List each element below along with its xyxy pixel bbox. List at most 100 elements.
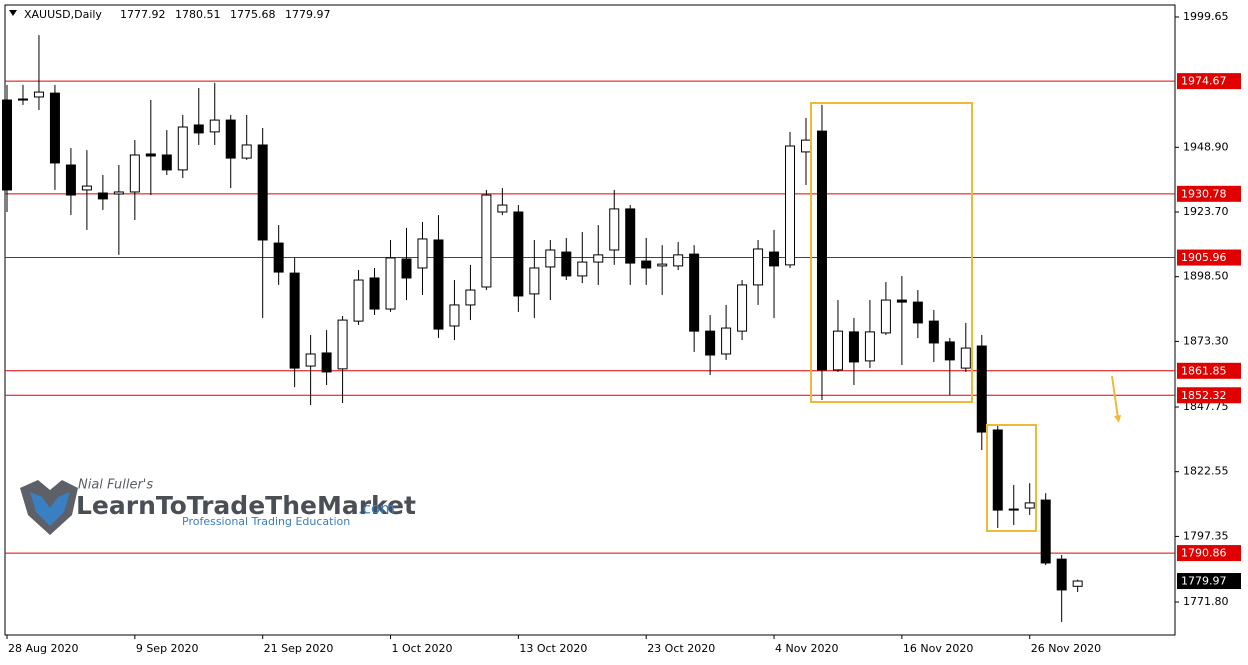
candle-body (769, 251, 780, 267)
price-label-bg (1177, 573, 1241, 590)
plot-frame (4, 4, 1176, 636)
symbol-label: XAUUSD,Daily (24, 8, 102, 21)
candle-body (513, 211, 524, 297)
candle-body (880, 299, 891, 334)
candle-body (129, 154, 140, 193)
candle-body (369, 277, 380, 310)
candle-body (465, 289, 476, 306)
x-tick-label: 4 Nov 2020 (775, 642, 838, 655)
candle-body (1024, 502, 1035, 509)
header-open: 1777.92 (120, 8, 166, 21)
candle-body (209, 119, 220, 133)
candle-body (832, 330, 843, 371)
x-tick-label: 21 Sep 2020 (264, 642, 334, 655)
y-tick-label: 1873.30 (1183, 334, 1229, 347)
candle-body (321, 352, 332, 373)
candle-body (593, 254, 604, 263)
candle-body (257, 144, 268, 241)
candle-body (641, 260, 652, 269)
candle-body (1040, 499, 1051, 564)
highlight-box (810, 102, 973, 403)
y-tick-label: 1999.65 (1183, 10, 1229, 23)
candle-body (785, 145, 796, 266)
candle-body (545, 249, 556, 268)
candle-body (944, 341, 955, 361)
candle-body (529, 267, 540, 295)
level-label: 1974.67 (1181, 75, 1227, 88)
level-label: 1852.32 (1181, 389, 1227, 402)
candle-body (864, 331, 875, 362)
candle-body (737, 284, 748, 332)
candle-body (753, 248, 764, 286)
x-tick-label: 16 Nov 2020 (903, 642, 973, 655)
candle-body (1072, 580, 1083, 587)
arrow-shaft (1111, 375, 1119, 419)
candle-body (193, 124, 204, 134)
x-tick-label: 26 Nov 2020 (1031, 642, 1101, 655)
x-tick-label: 1 Oct 2020 (392, 642, 453, 655)
candle-body (113, 191, 124, 195)
level-label-bg (1177, 545, 1241, 562)
level-label-bg (1177, 185, 1241, 202)
header-high: 1780.51 (175, 8, 221, 21)
level-label: 1861.85 (1181, 364, 1227, 377)
watermark: Nial Fuller's LearnToTradeTheMarket .com… (20, 478, 416, 535)
level-label-bg (1177, 362, 1241, 379)
logo-bull (30, 492, 70, 526)
candle-body (145, 153, 156, 157)
candle-body (241, 144, 252, 159)
candle-body (2, 99, 12, 191)
candle-body (385, 257, 396, 310)
candle-body (401, 258, 412, 279)
candle-body (609, 208, 620, 251)
candle-body (689, 253, 700, 332)
watermark-author: Nial Fuller's (78, 478, 153, 493)
x-tick-label: 9 Sep 2020 (136, 642, 199, 655)
candle-body (912, 301, 923, 324)
candle-body (289, 272, 300, 369)
candle-body (337, 319, 348, 370)
menu-triangle[interactable] (9, 10, 17, 16)
candle-body (992, 429, 1003, 511)
candle-body (1056, 558, 1067, 591)
candle-body (561, 251, 572, 277)
level-label-bg (1177, 387, 1241, 404)
candle-body (928, 320, 939, 344)
candle-body (481, 194, 492, 288)
candle-body (976, 345, 987, 433)
candle-body (816, 130, 827, 371)
candle-body (225, 119, 236, 159)
level-label: 1790.86 (1181, 547, 1227, 560)
candle-body (801, 139, 811, 153)
highlight-box (986, 424, 1037, 532)
candle-body (625, 208, 636, 264)
y-tick-label: 1948.90 (1183, 140, 1229, 153)
candle-body (657, 263, 668, 267)
level-label: 1930.78 (1181, 187, 1227, 200)
candle-body (721, 327, 732, 355)
x-tick-label: 23 Oct 2020 (647, 642, 715, 655)
candle-body (417, 238, 428, 269)
candle-body (673, 254, 684, 267)
candle-body (960, 347, 971, 369)
level-label: 1905.96 (1181, 251, 1227, 264)
arrow-head (1114, 415, 1121, 423)
x-tick-label: 13 Oct 2020 (519, 642, 587, 655)
y-tick-label: 1771.80 (1183, 595, 1229, 608)
candle-body (705, 330, 716, 356)
candle-body (81, 185, 92, 191)
watermark-brand: LearnToTradeTheMarket (76, 491, 416, 520)
y-tick-label: 1797.35 (1183, 529, 1229, 542)
candle-body (848, 331, 859, 363)
candle-body (177, 126, 188, 171)
header-low: 1775.68 (230, 8, 276, 21)
candle-body (353, 279, 364, 322)
candle-body (33, 91, 44, 98)
candle-body (65, 164, 76, 196)
candle-body (273, 242, 284, 273)
candle-body (577, 261, 588, 277)
candle-body (497, 204, 508, 213)
candle-body (49, 92, 60, 164)
candle-body (449, 304, 460, 327)
